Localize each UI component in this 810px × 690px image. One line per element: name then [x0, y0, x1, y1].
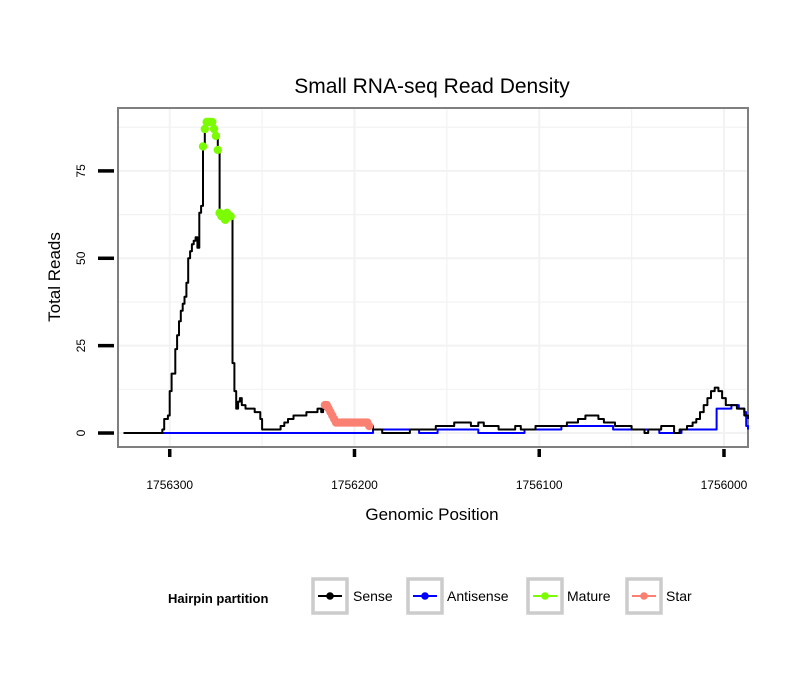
legend-title: Hairpin partition [168, 591, 268, 606]
legend-label: Star [666, 588, 692, 604]
data-point-mature [200, 124, 210, 134]
data-point-mature [208, 117, 217, 127]
x-axis: 1756300 1756200 1756100 1756000 [146, 449, 748, 492]
legend-key-point [421, 592, 429, 600]
x-tick-label: 1756100 [516, 478, 563, 492]
legend-label: Sense [353, 588, 393, 604]
legend-item-antisense: Antisense [406, 577, 509, 615]
x-tick-label: 1756200 [331, 478, 378, 492]
legend-item-sense: Sense [311, 577, 393, 615]
legend-label: Antisense [447, 588, 509, 604]
legend-key-point [640, 592, 648, 600]
series-layer [123, 117, 749, 434]
legend-key-point [541, 592, 549, 600]
y-axis: 0 25 50 75 [74, 164, 114, 436]
data-point-mature [226, 212, 235, 221]
y-tick-label: 25 [74, 339, 88, 353]
y-axis-title: Total Reads [45, 232, 64, 322]
data-point-mature [213, 145, 222, 155]
y-tick-label: 75 [74, 164, 88, 178]
y-tick-label: 50 [74, 251, 88, 265]
data-point-mature [211, 131, 221, 141]
grid-lines [119, 109, 747, 446]
data-point-mature [209, 124, 219, 134]
data-point-star [365, 421, 374, 431]
chart-title: Small RNA-seq Read Density [294, 75, 570, 98]
legend-item-star: Star [625, 577, 692, 615]
plot-panel [117, 107, 749, 448]
x-axis-title: Genomic Position [365, 505, 498, 524]
x-tick-label: 1756000 [701, 478, 748, 492]
y-tick-label: 0 [74, 429, 88, 436]
legend-item-mature: Mature [526, 577, 611, 615]
legend: Hairpin partition Sense Antisense Mature St… [168, 577, 692, 615]
data-point-mature [198, 142, 208, 151]
legend-key-point [326, 592, 334, 600]
legend-label: Mature [567, 588, 611, 604]
x-tick-label: 1756300 [146, 478, 193, 492]
